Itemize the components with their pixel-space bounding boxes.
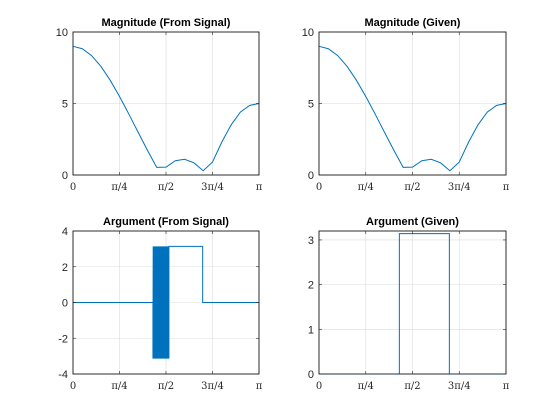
x-tick-label: 0 <box>316 381 322 392</box>
chart-4: 0 π/4 π/2 3π/4 π 0 1 2 3 Argument (Given) <box>308 216 510 392</box>
x-tick-label: π/2 <box>158 182 174 193</box>
chart-3: 0 π/4 π/2 3π/4 π -4 -2 0 2 4 Argument (From Signal… <box>58 216 262 392</box>
y-tick-label: 0 <box>308 369 314 381</box>
x-tick-label: π/4 <box>111 381 127 392</box>
y-tick-label: 4 <box>62 226 68 238</box>
x-tick-label: 3π/4 <box>448 182 471 193</box>
x-tick-label: π/2 <box>158 381 174 392</box>
x-tick-label: π <box>256 182 263 193</box>
y-tick-label: -2 <box>58 333 68 345</box>
y-tick-label: 0 <box>62 170 68 182</box>
y-tick-label: 10 <box>302 27 314 39</box>
y-tick-label: 1 <box>308 324 314 336</box>
chart-1: 0 π/4 π/2 3π/4 π 0 5 10 Magnitude (From Signal) <box>56 17 263 193</box>
series-line <box>318 45 507 172</box>
x-tick-label: π/4 <box>111 182 127 193</box>
series-line <box>73 245 259 359</box>
x-tick-label: 3π/4 <box>201 182 224 193</box>
x-tick-label: 0 <box>316 182 322 193</box>
y-tick-label: 10 <box>56 27 68 39</box>
x-tick-label: 3π/4 <box>201 381 224 392</box>
series-line <box>72 45 260 172</box>
x-tick-label: π <box>503 182 510 193</box>
chart-title: Argument (From Signal) <box>103 216 229 228</box>
chart-title: Magnitude (Given) <box>365 17 461 29</box>
y-tick-label: 3 <box>308 235 314 247</box>
x-tick-label: 0 <box>70 381 76 392</box>
x-tick-label: π/2 <box>404 381 420 392</box>
x-tick-label: π/2 <box>404 182 420 193</box>
y-tick-label: 0 <box>308 170 314 182</box>
y-tick-label: 5 <box>62 99 68 111</box>
y-tick-label: 2 <box>62 262 68 274</box>
chart-title: Magnitude (From Signal) <box>102 17 231 29</box>
y-tick-label: 0 <box>62 298 68 310</box>
chart-title: Argument (Given) <box>366 216 459 228</box>
y-tick-label: 5 <box>308 99 314 111</box>
x-tick-label: π <box>256 381 263 392</box>
y-tick-label: -4 <box>58 369 68 381</box>
chart-2: 0 π/4 π/2 3π/4 π 0 5 10 Magnitude (Given) <box>302 17 510 193</box>
x-tick-label: π <box>503 381 510 392</box>
x-tick-label: 0 <box>70 182 76 193</box>
x-tick-label: π/4 <box>358 381 374 392</box>
x-tick-label: π/4 <box>358 182 374 193</box>
x-tick-label: 3π/4 <box>448 381 471 392</box>
y-tick-label: 2 <box>308 280 314 292</box>
